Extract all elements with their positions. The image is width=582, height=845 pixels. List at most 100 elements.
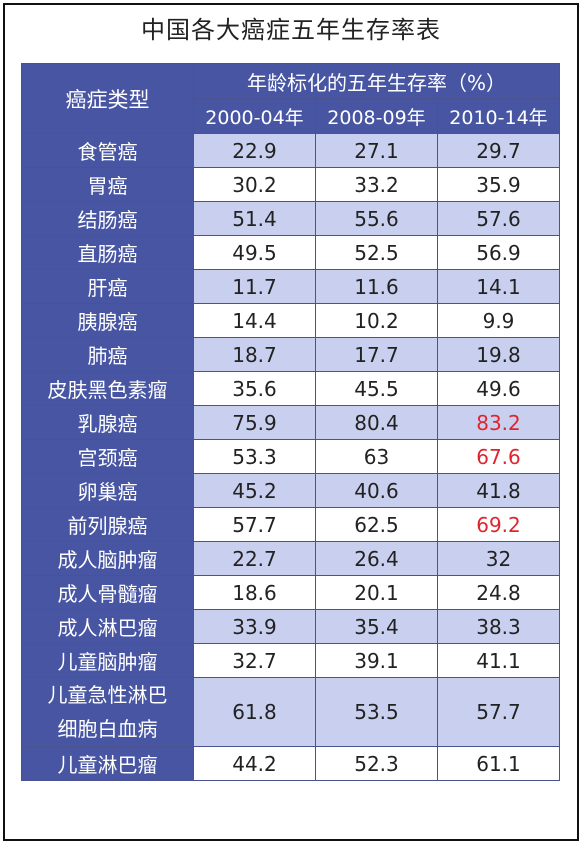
rate-cell: 51.4 [193, 201, 316, 236]
rate-cell: 30.2 [193, 167, 316, 202]
rate-cell: 26.4 [315, 541, 438, 576]
table-row: 儿童淋巴瘤 44.2 52.3 61.1 [21, 746, 560, 781]
rate-cell: 33.9 [193, 609, 316, 644]
rate-cell: 63 [315, 439, 438, 474]
cancer-type-cell: 肺癌 [21, 337, 194, 372]
rate-cell: 38.3 [437, 609, 560, 644]
table-row: 结肠癌 51.4 55.6 57.6 [21, 201, 560, 236]
rate-cell: 11.6 [315, 269, 438, 304]
rate-cell: 75.9 [193, 405, 316, 440]
rate-cell: 83.2 [437, 405, 560, 440]
page-title: 中国各大癌症五年生存率表 [141, 16, 441, 44]
rate-cell: 57.7 [193, 507, 316, 542]
rate-cell: 53.3 [193, 439, 316, 474]
rate-cell: 22.9 [193, 133, 316, 168]
table-row: 胰腺癌 14.4 10.2 9.9 [21, 303, 560, 338]
cancer-type-cell: 乳腺癌 [21, 405, 194, 440]
cancer-type-cell: 宫颈癌 [21, 439, 194, 474]
cancer-type-line: 细胞白血病 [57, 717, 158, 741]
rate-cell: 35.4 [315, 609, 438, 644]
rate-cell: 27.1 [315, 133, 438, 168]
rate-cell: 32.7 [193, 643, 316, 678]
rate-cell: 39.1 [315, 643, 438, 678]
table-row: 胃癌 30.2 33.2 35.9 [21, 167, 560, 202]
rate-cell: 45.5 [315, 371, 438, 406]
rate-cell: 61.1 [437, 746, 560, 781]
rate-cell: 10.2 [315, 303, 438, 338]
table-row: 卵巢癌 45.2 40.6 41.8 [21, 473, 560, 508]
table-row: 皮肤黑色素瘤 35.6 45.5 49.6 [21, 371, 560, 406]
cancer-type-cell: 直肠癌 [21, 235, 194, 270]
cancer-type-cell: 卵巢癌 [21, 473, 194, 508]
rate-cell: 22.7 [193, 541, 316, 576]
rate-cell: 35.6 [193, 371, 316, 406]
header-year: 2010-14年 [437, 98, 560, 134]
header-cancer-type: 癌症类型 [21, 63, 194, 134]
rate-cell: 32 [437, 541, 560, 576]
rate-cell: 80.4 [315, 405, 438, 440]
rate-cell: 19.8 [437, 337, 560, 372]
rate-cell: 9.9 [437, 303, 560, 338]
header-survival-rate: 年龄标化的五年生存率（%） [193, 63, 560, 99]
rate-cell: 41.8 [437, 473, 560, 508]
cancer-type-cell: 儿童脑肿瘤 [21, 643, 194, 678]
cancer-type-cell: 成人骨髓瘤 [21, 575, 194, 610]
cancer-type-cell: 肝癌 [21, 269, 194, 304]
cancer-type-cell: 胰腺癌 [21, 303, 194, 338]
table-row: 成人骨髓瘤 18.6 20.1 24.8 [21, 575, 560, 610]
survival-rate-table: 癌症类型 年龄标化的五年生存率（%） 2000-04年 2008-09年 201… [21, 63, 560, 781]
rate-cell: 20.1 [315, 575, 438, 610]
rate-cell: 61.8 [193, 677, 316, 747]
rate-cell: 62.5 [315, 507, 438, 542]
rate-cell: 69.2 [437, 507, 560, 542]
cancer-type-cell: 前列腺癌 [21, 507, 194, 542]
header-year: 2008-09年 [315, 98, 438, 134]
cancer-type-cell: 食管癌 [21, 133, 194, 168]
rate-cell: 56.9 [437, 235, 560, 270]
rate-cell: 24.8 [437, 575, 560, 610]
table-row: 宫颈癌 53.3 63 67.6 [21, 439, 560, 474]
rate-cell: 44.2 [193, 746, 316, 781]
table-row: 前列腺癌 57.7 62.5 69.2 [21, 507, 560, 542]
rate-cell: 49.6 [437, 371, 560, 406]
rate-cell: 18.6 [193, 575, 316, 610]
cancer-type-cell: 儿童淋巴瘤 [21, 746, 194, 781]
rate-cell: 57.7 [437, 677, 560, 747]
table-row: 直肠癌 49.5 52.5 56.9 [21, 235, 560, 270]
rate-cell: 14.1 [437, 269, 560, 304]
rate-cell: 57.6 [437, 201, 560, 236]
rate-cell: 52.3 [315, 746, 438, 781]
table-card: 中国各大癌症五年生存率表 癌症类型 年龄标化的五年生存率（%） 2000-04年… [3, 3, 579, 841]
table-row: 食管癌 22.9 27.1 29.7 [21, 133, 560, 168]
cancer-type-line: 儿童急性淋巴 [47, 683, 168, 707]
rate-cell: 53.5 [315, 677, 438, 747]
rate-cell: 40.6 [315, 473, 438, 508]
table-row: 成人淋巴瘤 33.9 35.4 38.3 [21, 609, 560, 644]
table-row: 肺癌 18.7 17.7 19.8 [21, 337, 560, 372]
cancer-type-cell: 成人脑肿瘤 [21, 541, 194, 576]
table-row: 乳腺癌 75.9 80.4 83.2 [21, 405, 560, 440]
rate-cell: 17.7 [315, 337, 438, 372]
cancer-type-cell: 皮肤黑色素瘤 [21, 371, 194, 406]
rate-cell: 18.7 [193, 337, 316, 372]
header-year: 2000-04年 [193, 98, 316, 134]
rate-cell: 55.6 [315, 201, 438, 236]
cancer-type-cell: 胃癌 [21, 167, 194, 202]
rate-cell: 49.5 [193, 235, 316, 270]
cancer-type-cell: 结肠癌 [21, 201, 194, 236]
rate-cell: 52.5 [315, 235, 438, 270]
rate-cell: 35.9 [437, 167, 560, 202]
rate-cell: 33.2 [315, 167, 438, 202]
rate-cell: 41.1 [437, 643, 560, 678]
rate-cell: 29.7 [437, 133, 560, 168]
rate-cell: 14.4 [193, 303, 316, 338]
cancer-type-cell: 成人淋巴瘤 [21, 609, 194, 644]
table-row: 成人脑肿瘤 22.7 26.4 32 [21, 541, 560, 576]
table-row: 肝癌 11.7 11.6 14.1 [21, 269, 560, 304]
cancer-type-cell: 儿童急性淋巴 细胞白血病 [21, 677, 194, 747]
rate-cell: 45.2 [193, 473, 316, 508]
table-row: 儿童脑肿瘤 32.7 39.1 41.1 [21, 643, 560, 678]
rate-cell: 67.6 [437, 439, 560, 474]
rate-cell: 11.7 [193, 269, 316, 304]
table-body: 食管癌 22.9 27.1 29.7 胃癌 30.2 33.2 35.9 结肠癌 51.4 55.6… [21, 133, 560, 781]
